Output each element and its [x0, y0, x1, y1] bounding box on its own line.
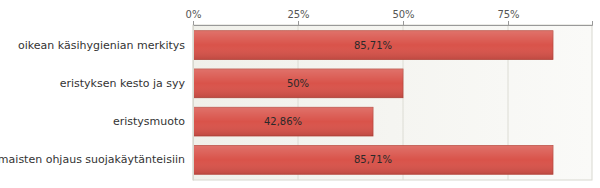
- tick-mark: [403, 21, 404, 25]
- category-label: oikean käsihygienian merkitys: [18, 39, 185, 52]
- tick: oikean käsihygienian merkitys: [18, 39, 193, 52]
- category-label: eristysmuoto: [113, 115, 185, 128]
- tick: 75%: [497, 9, 519, 25]
- bar-shade: [193, 31, 553, 60]
- axis-line: [194, 21, 593, 26]
- tick: 50%: [392, 9, 414, 25]
- axis-line: [193, 26, 194, 181]
- bars: [193, 31, 553, 175]
- bar: [193, 107, 373, 136]
- chart: 0% 25% 50% 75% oikean käsihygienian merkitys…: [0, 0, 600, 188]
- tick-label: 50%: [392, 9, 414, 20]
- tick: 0%: [186, 9, 202, 25]
- tick: eristysmuoto: [113, 115, 193, 128]
- data-label: 42,86%: [264, 116, 302, 127]
- x-axis: 0% 25% 50% 75%: [186, 9, 593, 26]
- bar-shade: [193, 69, 403, 98]
- plot: 0% 25% 50% 75% oikean käsihygienian merkitys…: [0, 9, 593, 181]
- bar: [193, 69, 403, 98]
- bar-shade: [193, 146, 553, 175]
- data-label: 85,71%: [354, 40, 392, 51]
- category-label: omaisten ohjaus suojakäytänteisiin: [0, 153, 185, 166]
- tick-label: 25%: [287, 9, 309, 20]
- tick-mark: [193, 21, 194, 25]
- bar: [193, 146, 553, 175]
- bar-shade: [193, 107, 373, 136]
- tick: 25%: [287, 9, 309, 25]
- y-axis: oikean käsihygienian merkitys eristyksen …: [0, 26, 194, 181]
- tick: eristyksen kesto ja syy: [60, 77, 193, 90]
- bar: [193, 31, 553, 60]
- data-label: 85,71%: [354, 154, 392, 165]
- data-labels: 85,71% 50% 42,86% 85,71%: [264, 40, 392, 166]
- data-label: 50%: [287, 78, 309, 89]
- tick-mark: [508, 21, 509, 25]
- grid-line: [193, 25, 194, 180]
- category-label: eristyksen kesto ja syy: [60, 77, 186, 90]
- tick: omaisten ohjaus suojakäytänteisiin: [0, 153, 193, 166]
- tick-label: 0%: [186, 9, 202, 20]
- tick-mark: [298, 21, 299, 25]
- plot-background: [193, 25, 592, 180]
- tick-label: 75%: [497, 9, 519, 20]
